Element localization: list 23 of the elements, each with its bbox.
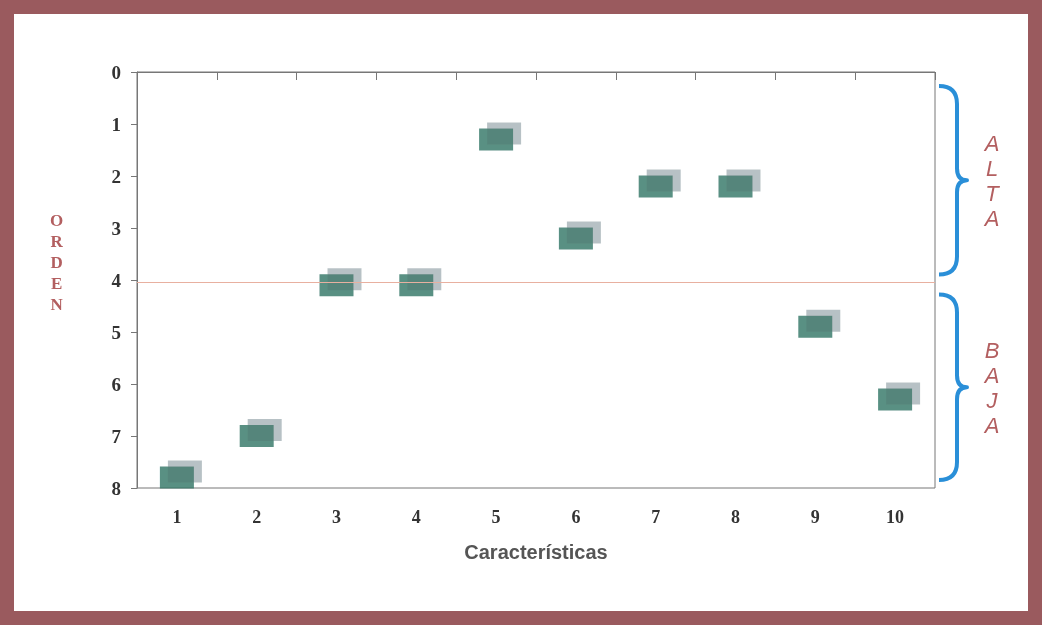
x-tick-label: 9 <box>810 507 820 527</box>
x-axis-title: Características <box>464 541 608 563</box>
y-tick-label: 7 <box>111 425 122 447</box>
y-tick-label: 0 <box>111 61 121 83</box>
y-tick-label: 4 <box>111 269 122 291</box>
y-tick-label: 8 <box>111 477 121 499</box>
x-tick-label: 5 <box>491 507 501 527</box>
x-tick-label: 2 <box>252 507 262 527</box>
y-tick-label: 2 <box>111 165 121 187</box>
y-tick-label: 1 <box>111 113 121 135</box>
x-tick-label: 4 <box>411 507 421 527</box>
x-tick-label: 3 <box>332 507 341 527</box>
x-tick-label: 8 <box>731 507 740 527</box>
x-tick-label: 1 <box>172 507 182 527</box>
x-tick-label: 6 <box>571 507 581 527</box>
y-axis-title: ORDEN <box>49 211 64 314</box>
x-tick-label: 7 <box>651 507 661 527</box>
text: BAJA <box>982 337 1000 438</box>
x-tick-label: 10 <box>886 507 905 527</box>
text: ALTA <box>982 130 1001 231</box>
y-tick-label: 3 <box>111 217 121 239</box>
y-tick-label: 5 <box>111 321 121 343</box>
y-tick-label: 6 <box>111 373 121 395</box>
